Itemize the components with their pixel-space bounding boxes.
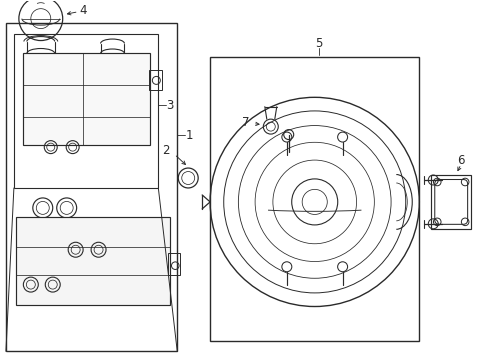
Text: 7: 7 bbox=[242, 116, 249, 129]
Bar bbox=[168, 253, 180, 275]
Text: 1: 1 bbox=[185, 129, 193, 142]
Text: 6: 6 bbox=[456, 154, 464, 167]
Text: 4: 4 bbox=[79, 4, 86, 17]
Text: 5: 5 bbox=[315, 37, 322, 50]
Bar bbox=[6, 23, 177, 351]
Bar bbox=[14, 33, 158, 188]
Text: 2: 2 bbox=[162, 144, 170, 157]
Bar bbox=[23, 54, 150, 145]
Bar bbox=[210, 58, 419, 341]
Bar bbox=[16, 217, 170, 305]
Text: 3: 3 bbox=[166, 99, 174, 112]
Bar bbox=[149, 71, 162, 90]
Bar bbox=[430, 175, 470, 229]
